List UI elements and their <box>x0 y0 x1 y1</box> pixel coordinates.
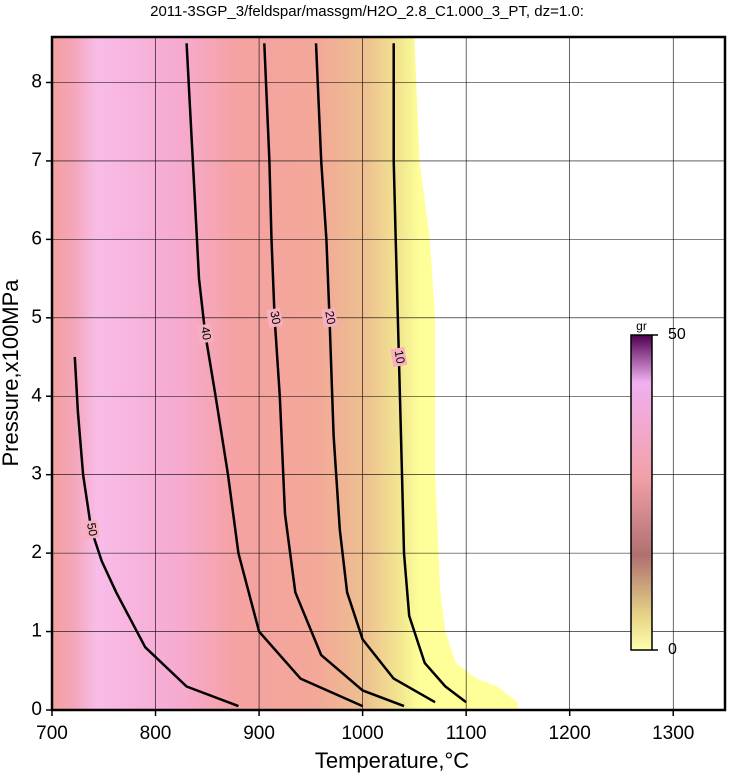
contour-label-bg <box>196 323 214 344</box>
y-tick-label: 0 <box>31 699 42 720</box>
contour-label: 50 <box>84 522 100 538</box>
contour-line <box>185 43 364 708</box>
contour-label-group: 40 <box>196 323 214 344</box>
contour-label: 40 <box>198 326 214 342</box>
plot-frame <box>50 35 727 712</box>
contour-line <box>314 43 436 704</box>
x-tick-label: 800 <box>140 723 172 744</box>
contour-label-bg <box>390 346 408 368</box>
colorbar-tick-label: 50 <box>668 326 686 343</box>
contour-label-group: 30 <box>266 307 284 328</box>
y-tick-label: 5 <box>31 307 42 328</box>
contour-label: 30 <box>267 310 283 326</box>
contour-label-group: 10 <box>390 346 408 368</box>
contour-label-bg <box>321 307 338 328</box>
chart-title: 2011-3SGP_3/feldspar/massgm/H2O_2.8_C1.0… <box>150 3 584 20</box>
y-tick-label: 6 <box>31 228 42 249</box>
x-tick-label: 1300 <box>652 723 694 744</box>
contour-label-bg <box>82 519 100 540</box>
contour-line <box>263 43 405 708</box>
contour-line <box>392 43 467 704</box>
y-tick-label: 7 <box>31 150 42 171</box>
x-axis-label: Temperature,°C <box>315 748 469 773</box>
x-tick-label: 900 <box>243 723 275 744</box>
x-tick-label: 700 <box>36 723 68 744</box>
contour-label-group: 50 <box>82 519 100 540</box>
y-tick-label: 3 <box>31 464 42 485</box>
contour-label-bg <box>266 307 284 328</box>
x-tick-label: 1100 <box>446 723 487 744</box>
y-tick-label: 2 <box>31 542 42 563</box>
colorbar-tick-label: 0 <box>668 641 677 658</box>
y-tick-label: 8 <box>31 72 42 93</box>
y-tick-label: 1 <box>31 621 42 642</box>
contour-label-group: 20 <box>321 307 338 328</box>
contour-label: 20 <box>322 310 338 326</box>
filled-field <box>52 37 518 710</box>
contour-label: 10 <box>392 349 408 365</box>
colorbar <box>630 334 653 651</box>
x-tick-label: 1200 <box>549 723 591 744</box>
x-tick-label: 1000 <box>341 723 383 744</box>
y-tick-label: 4 <box>31 385 42 406</box>
colorbar-label: gr <box>636 319 647 333</box>
contour-line <box>73 356 239 708</box>
y-axis-label: Pressure,x100MPa <box>0 279 23 467</box>
